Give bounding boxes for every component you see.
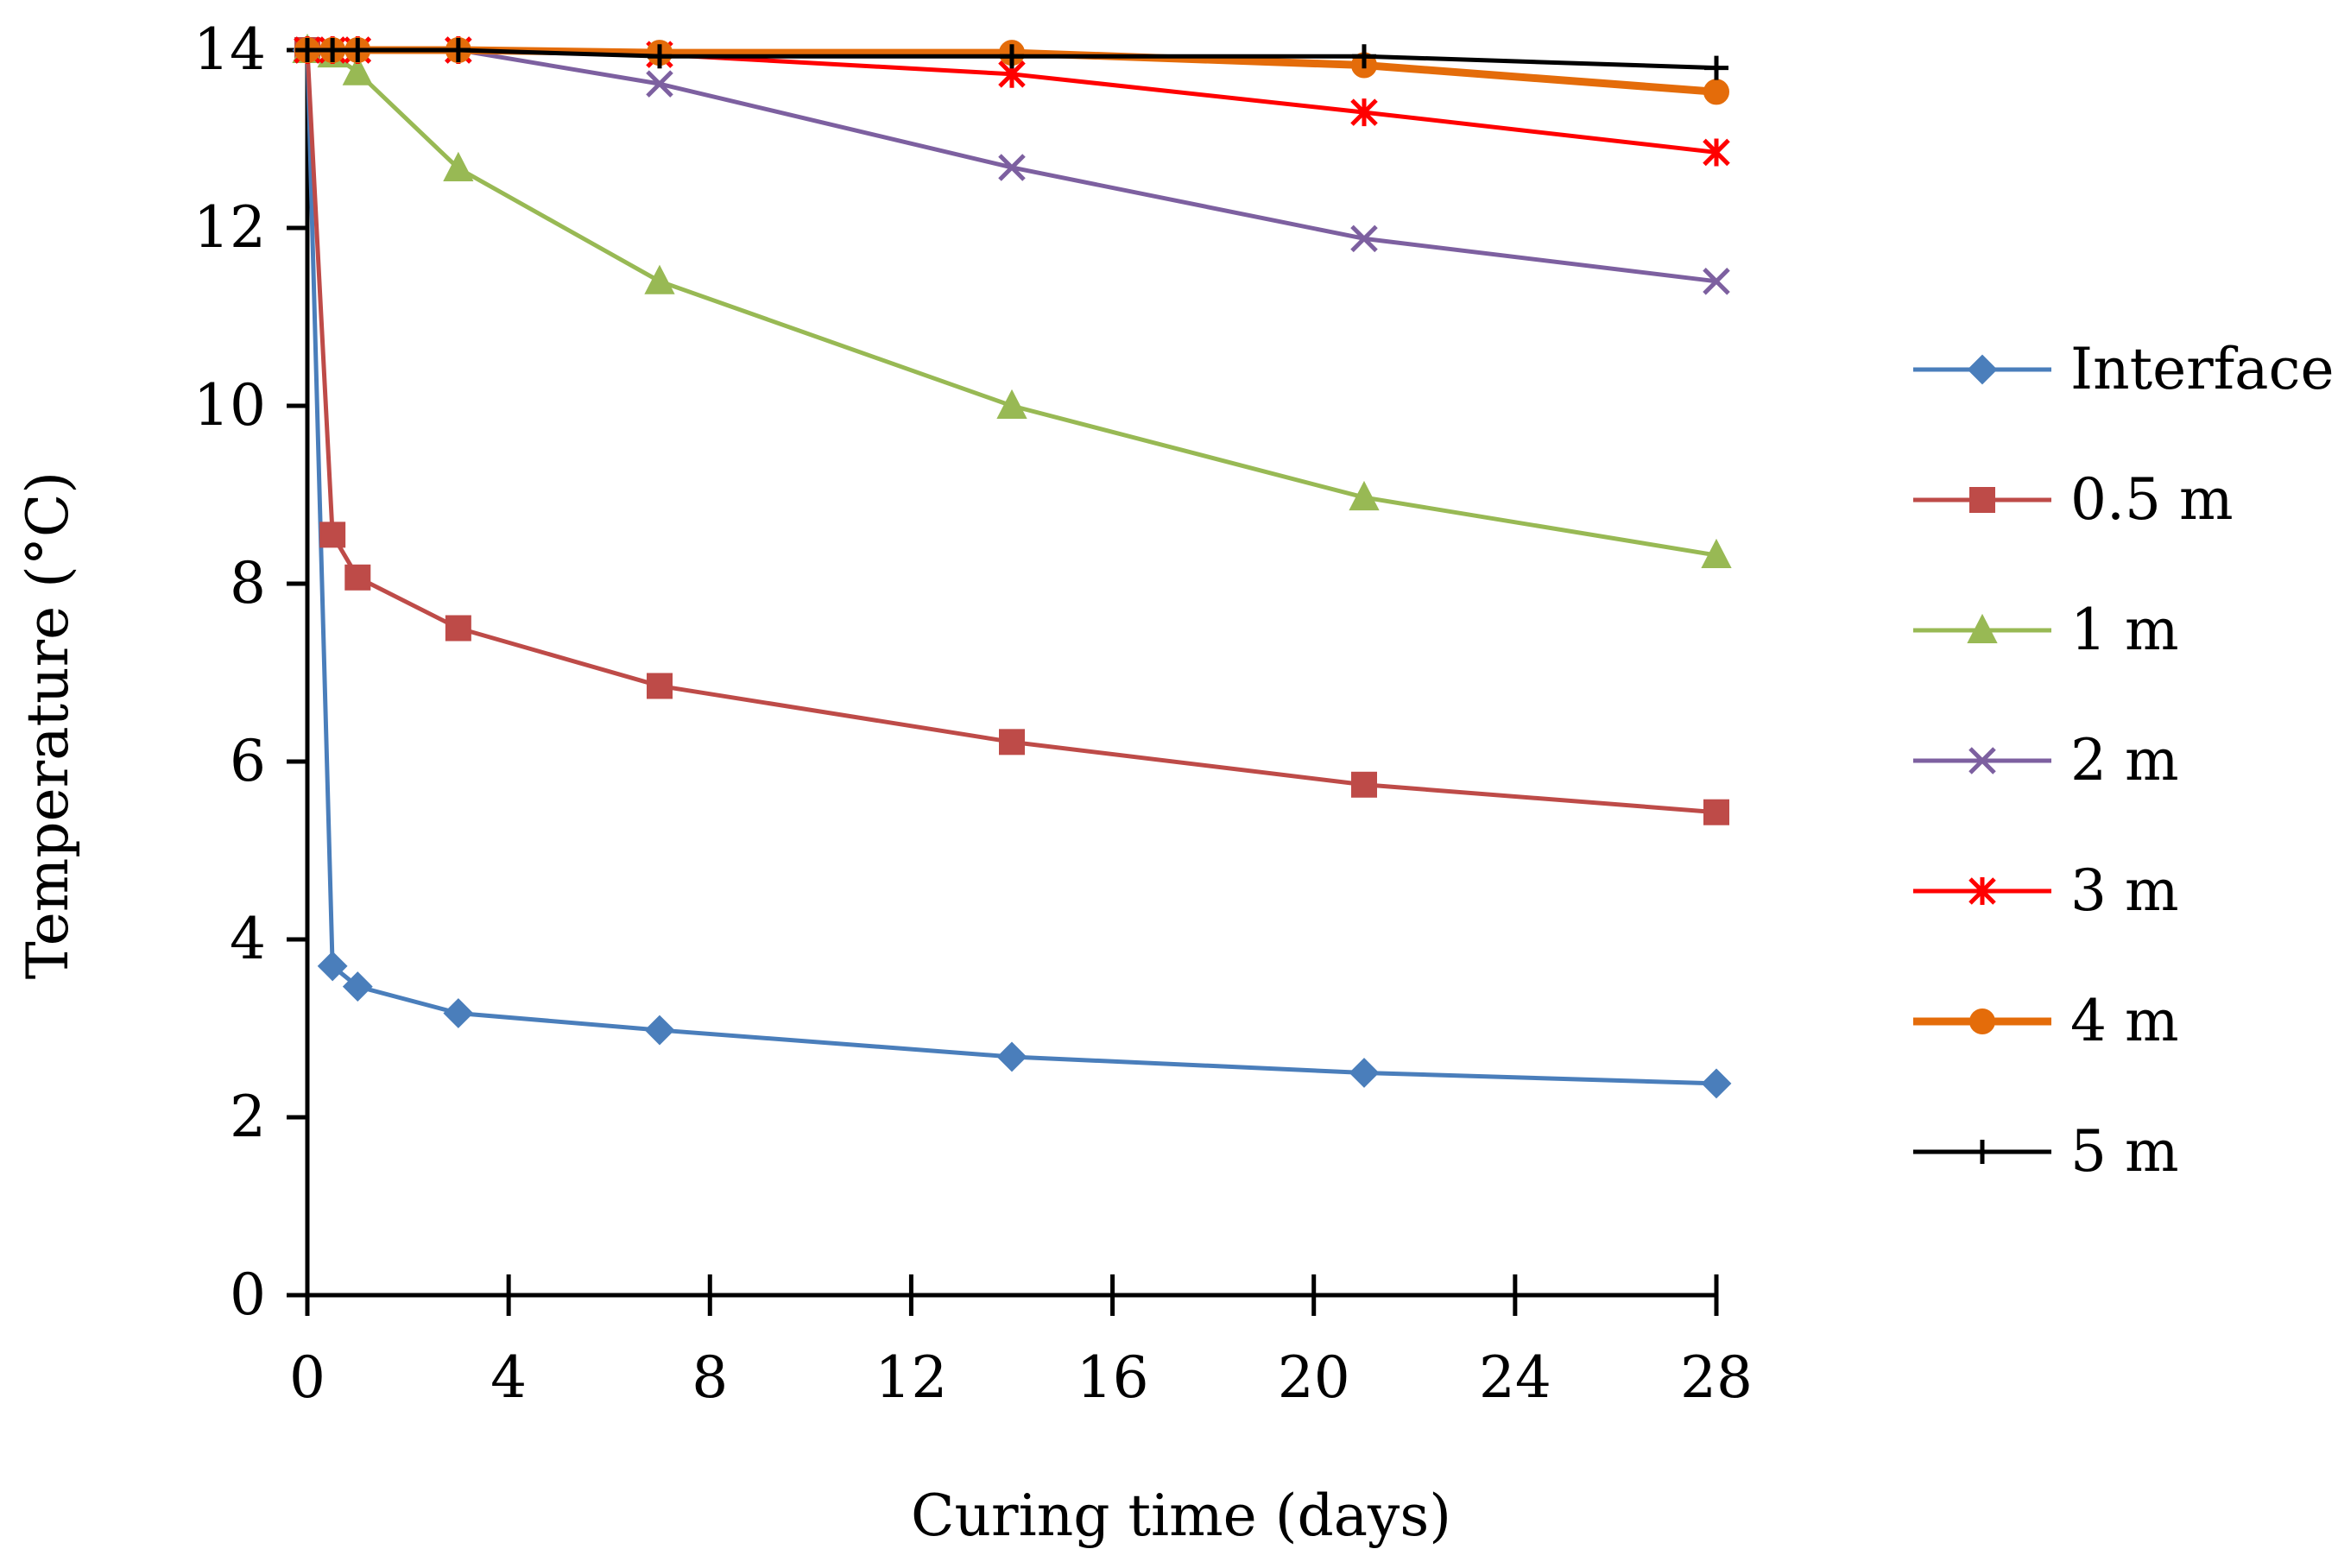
y-tick-label: 12 <box>193 194 266 261</box>
data-point <box>295 38 319 62</box>
x-tick-label: 20 <box>1278 1344 1350 1411</box>
y-tick-label: 2 <box>230 1084 266 1150</box>
data-point <box>1969 487 1995 513</box>
data-point <box>320 38 345 62</box>
data-point <box>443 998 474 1028</box>
legend-label: 0.5 m <box>2070 466 2234 533</box>
data-point <box>1000 44 1024 69</box>
y-tick-label: 4 <box>230 906 266 972</box>
data-point <box>344 564 371 591</box>
y-tick-label: 14 <box>193 16 266 83</box>
data-point <box>1352 44 1376 69</box>
x-tick-label: 12 <box>875 1344 947 1411</box>
data-point <box>998 154 1026 181</box>
data-point <box>345 38 370 62</box>
data-point <box>644 264 675 294</box>
legend-item: 4 m <box>1913 988 2179 1054</box>
legend-item: 2 m <box>1913 727 2179 793</box>
data-point <box>445 38 471 62</box>
data-point <box>1703 79 1729 105</box>
data-point <box>1350 98 1378 127</box>
data-point <box>1968 747 1996 775</box>
legend-item: 3 m <box>1913 857 2179 924</box>
legend-label: 5 m <box>2070 1118 2179 1185</box>
legend-label: 4 m <box>2070 988 2179 1054</box>
x-tick-label: 28 <box>1680 1344 1753 1411</box>
series-interface <box>292 35 1732 1099</box>
x-tick-label: 16 <box>1077 1344 1149 1411</box>
x-axis-title: Curing time (days) <box>911 1483 1451 1549</box>
series-5-m <box>295 38 1728 80</box>
data-point <box>1701 1068 1732 1099</box>
data-point <box>1968 877 1996 905</box>
y-tick-label: 10 <box>193 372 266 439</box>
data-point <box>996 1041 1027 1072</box>
data-point <box>1349 1058 1380 1088</box>
series-line <box>305 49 1717 815</box>
legend-item: 0.5 m <box>1913 466 2234 533</box>
data-point <box>1967 613 1998 643</box>
legend: Interface 0.5 m 1 m 2 m 3 m 4 m 5 m <box>1913 336 2335 1185</box>
data-point <box>644 1015 675 1046</box>
y-tick-label: 8 <box>230 550 266 616</box>
data-point <box>342 55 373 85</box>
data-point <box>1703 268 1730 295</box>
x-tick-label: 0 <box>289 1344 325 1411</box>
series-1-m <box>292 33 1732 569</box>
y-axis-title: Temperature (°C) <box>15 471 81 979</box>
data-point <box>1703 138 1730 167</box>
data-point <box>1969 1008 1995 1034</box>
data-point <box>1704 55 1728 80</box>
legend-label: 2 m <box>2070 727 2179 793</box>
data-point <box>999 729 1025 756</box>
y-tick-label: 0 <box>230 1261 266 1328</box>
data-point <box>1351 771 1377 798</box>
data-point <box>1349 480 1380 511</box>
series-0-5-m <box>294 37 1729 825</box>
y-tick-label: 6 <box>230 728 266 794</box>
data-point <box>443 151 474 181</box>
data-point <box>996 389 1027 419</box>
data-point <box>647 673 673 699</box>
data-point <box>342 971 373 1002</box>
legend-item: 5 m <box>1913 1118 2179 1185</box>
x-tick-label: 8 <box>692 1344 728 1411</box>
x-tick-label: 4 <box>490 1344 527 1411</box>
series-line <box>305 49 1717 1086</box>
data-point <box>317 951 348 982</box>
data-point <box>319 522 346 548</box>
data-point <box>1967 354 1998 385</box>
x-tick-label: 24 <box>1479 1344 1551 1411</box>
legend-item: Interface <box>1913 336 2335 402</box>
data-point <box>648 44 672 69</box>
data-point <box>1703 799 1729 825</box>
legend-item: 1 m <box>1913 597 2179 663</box>
data-point <box>1701 538 1732 569</box>
data-point <box>646 70 673 98</box>
data-point <box>1350 224 1378 253</box>
legend-label: 1 m <box>2070 597 2179 663</box>
series-layer <box>292 33 1732 1099</box>
legend-label: 3 m <box>2070 857 2179 924</box>
legend-label: Interface <box>2070 336 2335 402</box>
series-line <box>306 47 1717 558</box>
data-point <box>1970 1140 1994 1164</box>
data-point <box>445 615 471 642</box>
